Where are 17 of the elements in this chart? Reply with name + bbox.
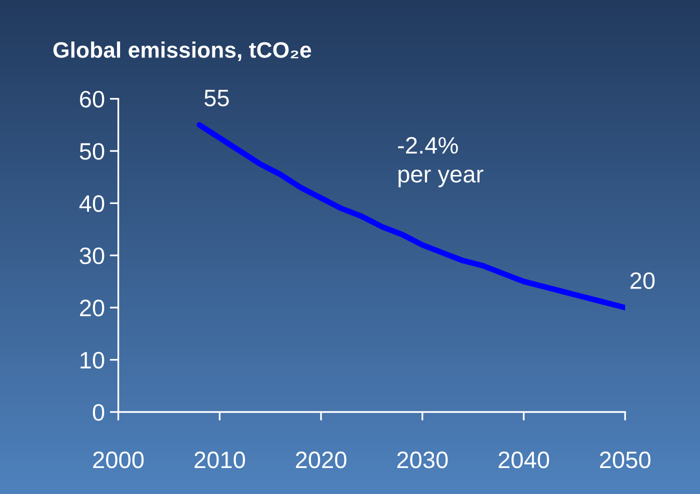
- x-tick-label: 2000: [93, 452, 144, 468]
- y-tick-label: 10: [80, 352, 104, 369]
- annotation: 55: [204, 90, 229, 106]
- x-tick-label: 2030: [397, 452, 448, 468]
- x-tick-label: 2010: [194, 452, 245, 468]
- annotation: 20: [630, 272, 655, 290]
- y-tick-label: 50: [80, 143, 104, 160]
- chart-title: Global emissions, tCO₂e: [53, 42, 312, 62]
- y-tick-label: 40: [79, 195, 104, 212]
- y-tick-label: 30: [80, 247, 104, 264]
- x-tick-label: 2020: [296, 452, 346, 468]
- y-tick-label: 20: [80, 300, 104, 316]
- annotation: -2.4% per year: [398, 137, 484, 188]
- x-tick-label: 2040: [498, 452, 550, 468]
- y-tick-label: 60: [80, 90, 104, 108]
- y-tick-label: 0: [92, 404, 104, 421]
- x-tick-label: 2050: [600, 452, 650, 468]
